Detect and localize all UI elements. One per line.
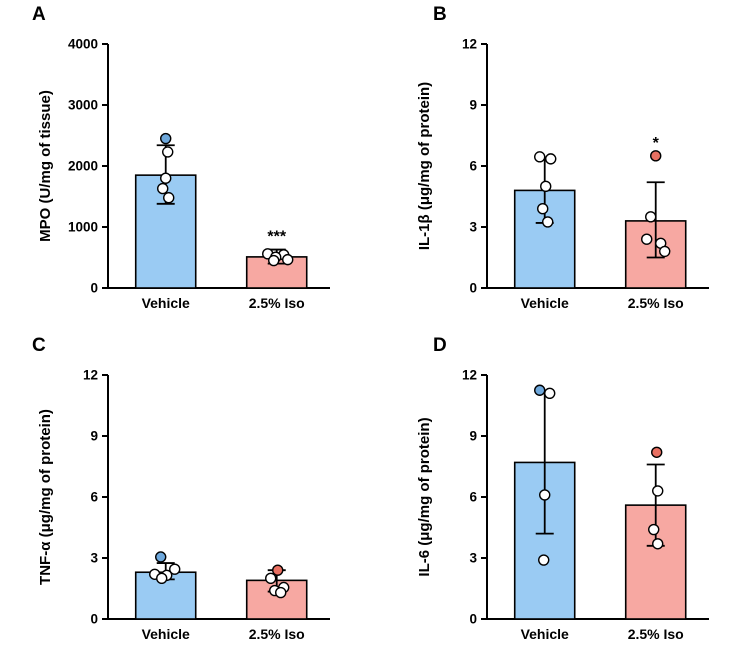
- svg-text:MPO (U/mg of tissue): MPO (U/mg of tissue): [37, 90, 54, 242]
- svg-text:2.5% Iso: 2.5% Iso: [249, 295, 305, 311]
- svg-text:2000: 2000: [68, 159, 98, 174]
- svg-text:0: 0: [90, 281, 98, 296]
- svg-text:9: 9: [90, 429, 98, 444]
- svg-text:9: 9: [469, 429, 477, 444]
- svg-text:2.5% Iso: 2.5% Iso: [628, 626, 684, 642]
- chart-panel-a: 0 1000 2000 3000 4000 MPO (U/mg of tissue) Veh…: [37, 37, 330, 311]
- svg-text:0: 0: [90, 612, 98, 627]
- svg-text:6: 6: [90, 490, 98, 505]
- svg-text:3: 3: [90, 551, 98, 566]
- chart-panel-c: 0 3 6 9 12 TNF-α (μg/mg of protein) Vehicle 2.5…: [37, 368, 330, 642]
- svg-text:4000: 4000: [68, 37, 98, 52]
- svg-text:6: 6: [469, 490, 477, 505]
- svg-text:6: 6: [469, 159, 477, 174]
- svg-text:0: 0: [469, 281, 477, 296]
- panel-a: A 0 1000 2000 3000 4000 MPO (U/mg of tissue) V…: [0, 0, 371, 331]
- chart-panel-d: 0 3 6 9 12 IL-6 (μg/mg of protein) Vehicle 2.5%…: [416, 368, 709, 642]
- svg-text:3: 3: [469, 551, 477, 566]
- svg-text:IL-1β (μg/mg of protein): IL-1β (μg/mg of protein): [416, 82, 433, 250]
- svg-text:3000: 3000: [68, 98, 98, 113]
- svg-text:0: 0: [469, 612, 477, 627]
- svg-text:TNF-α (μg/mg of protein): TNF-α (μg/mg of protein): [37, 409, 54, 585]
- chart-panel-b: 0 3 6 9 12 IL-1β (μg/mg of protein) Vehicle 2.5…: [416, 37, 709, 311]
- svg-text:***: ***: [267, 229, 286, 246]
- panel-b: B 0 3 6 9 12 IL-1β (μg/mg of protein) Vehicle 2…: [371, 0, 743, 331]
- panel-b-letter: B: [433, 4, 447, 25]
- panel-c-letter: C: [32, 335, 46, 356]
- svg-text:12: 12: [83, 368, 98, 383]
- svg-text:12: 12: [462, 37, 477, 52]
- svg-text:2.5% Iso: 2.5% Iso: [628, 295, 684, 311]
- svg-text:Vehicle: Vehicle: [521, 626, 569, 642]
- svg-text:1000: 1000: [68, 220, 98, 235]
- svg-text:IL-6 (μg/mg of protein): IL-6 (μg/mg of protein): [416, 417, 433, 576]
- panel-c: C 0 3 6 9 12 TNF-α (μg/mg of protein) Vehicle 2…: [0, 331, 371, 663]
- svg-text:9: 9: [469, 98, 477, 113]
- svg-text:12: 12: [462, 368, 477, 383]
- panel-a-letter: A: [32, 4, 46, 25]
- panel-d: D 0 3 6 9 12 IL-6 (μg/mg of protein) Vehicle 2.…: [371, 331, 743, 663]
- svg-text:2.5% Iso: 2.5% Iso: [249, 626, 305, 642]
- svg-text:Vehicle: Vehicle: [142, 295, 190, 311]
- svg-text:Vehicle: Vehicle: [521, 295, 569, 311]
- svg-text:*: *: [653, 135, 660, 152]
- svg-text:Vehicle: Vehicle: [142, 626, 190, 642]
- panel-d-letter: D: [433, 335, 447, 356]
- svg-text:3: 3: [469, 220, 477, 235]
